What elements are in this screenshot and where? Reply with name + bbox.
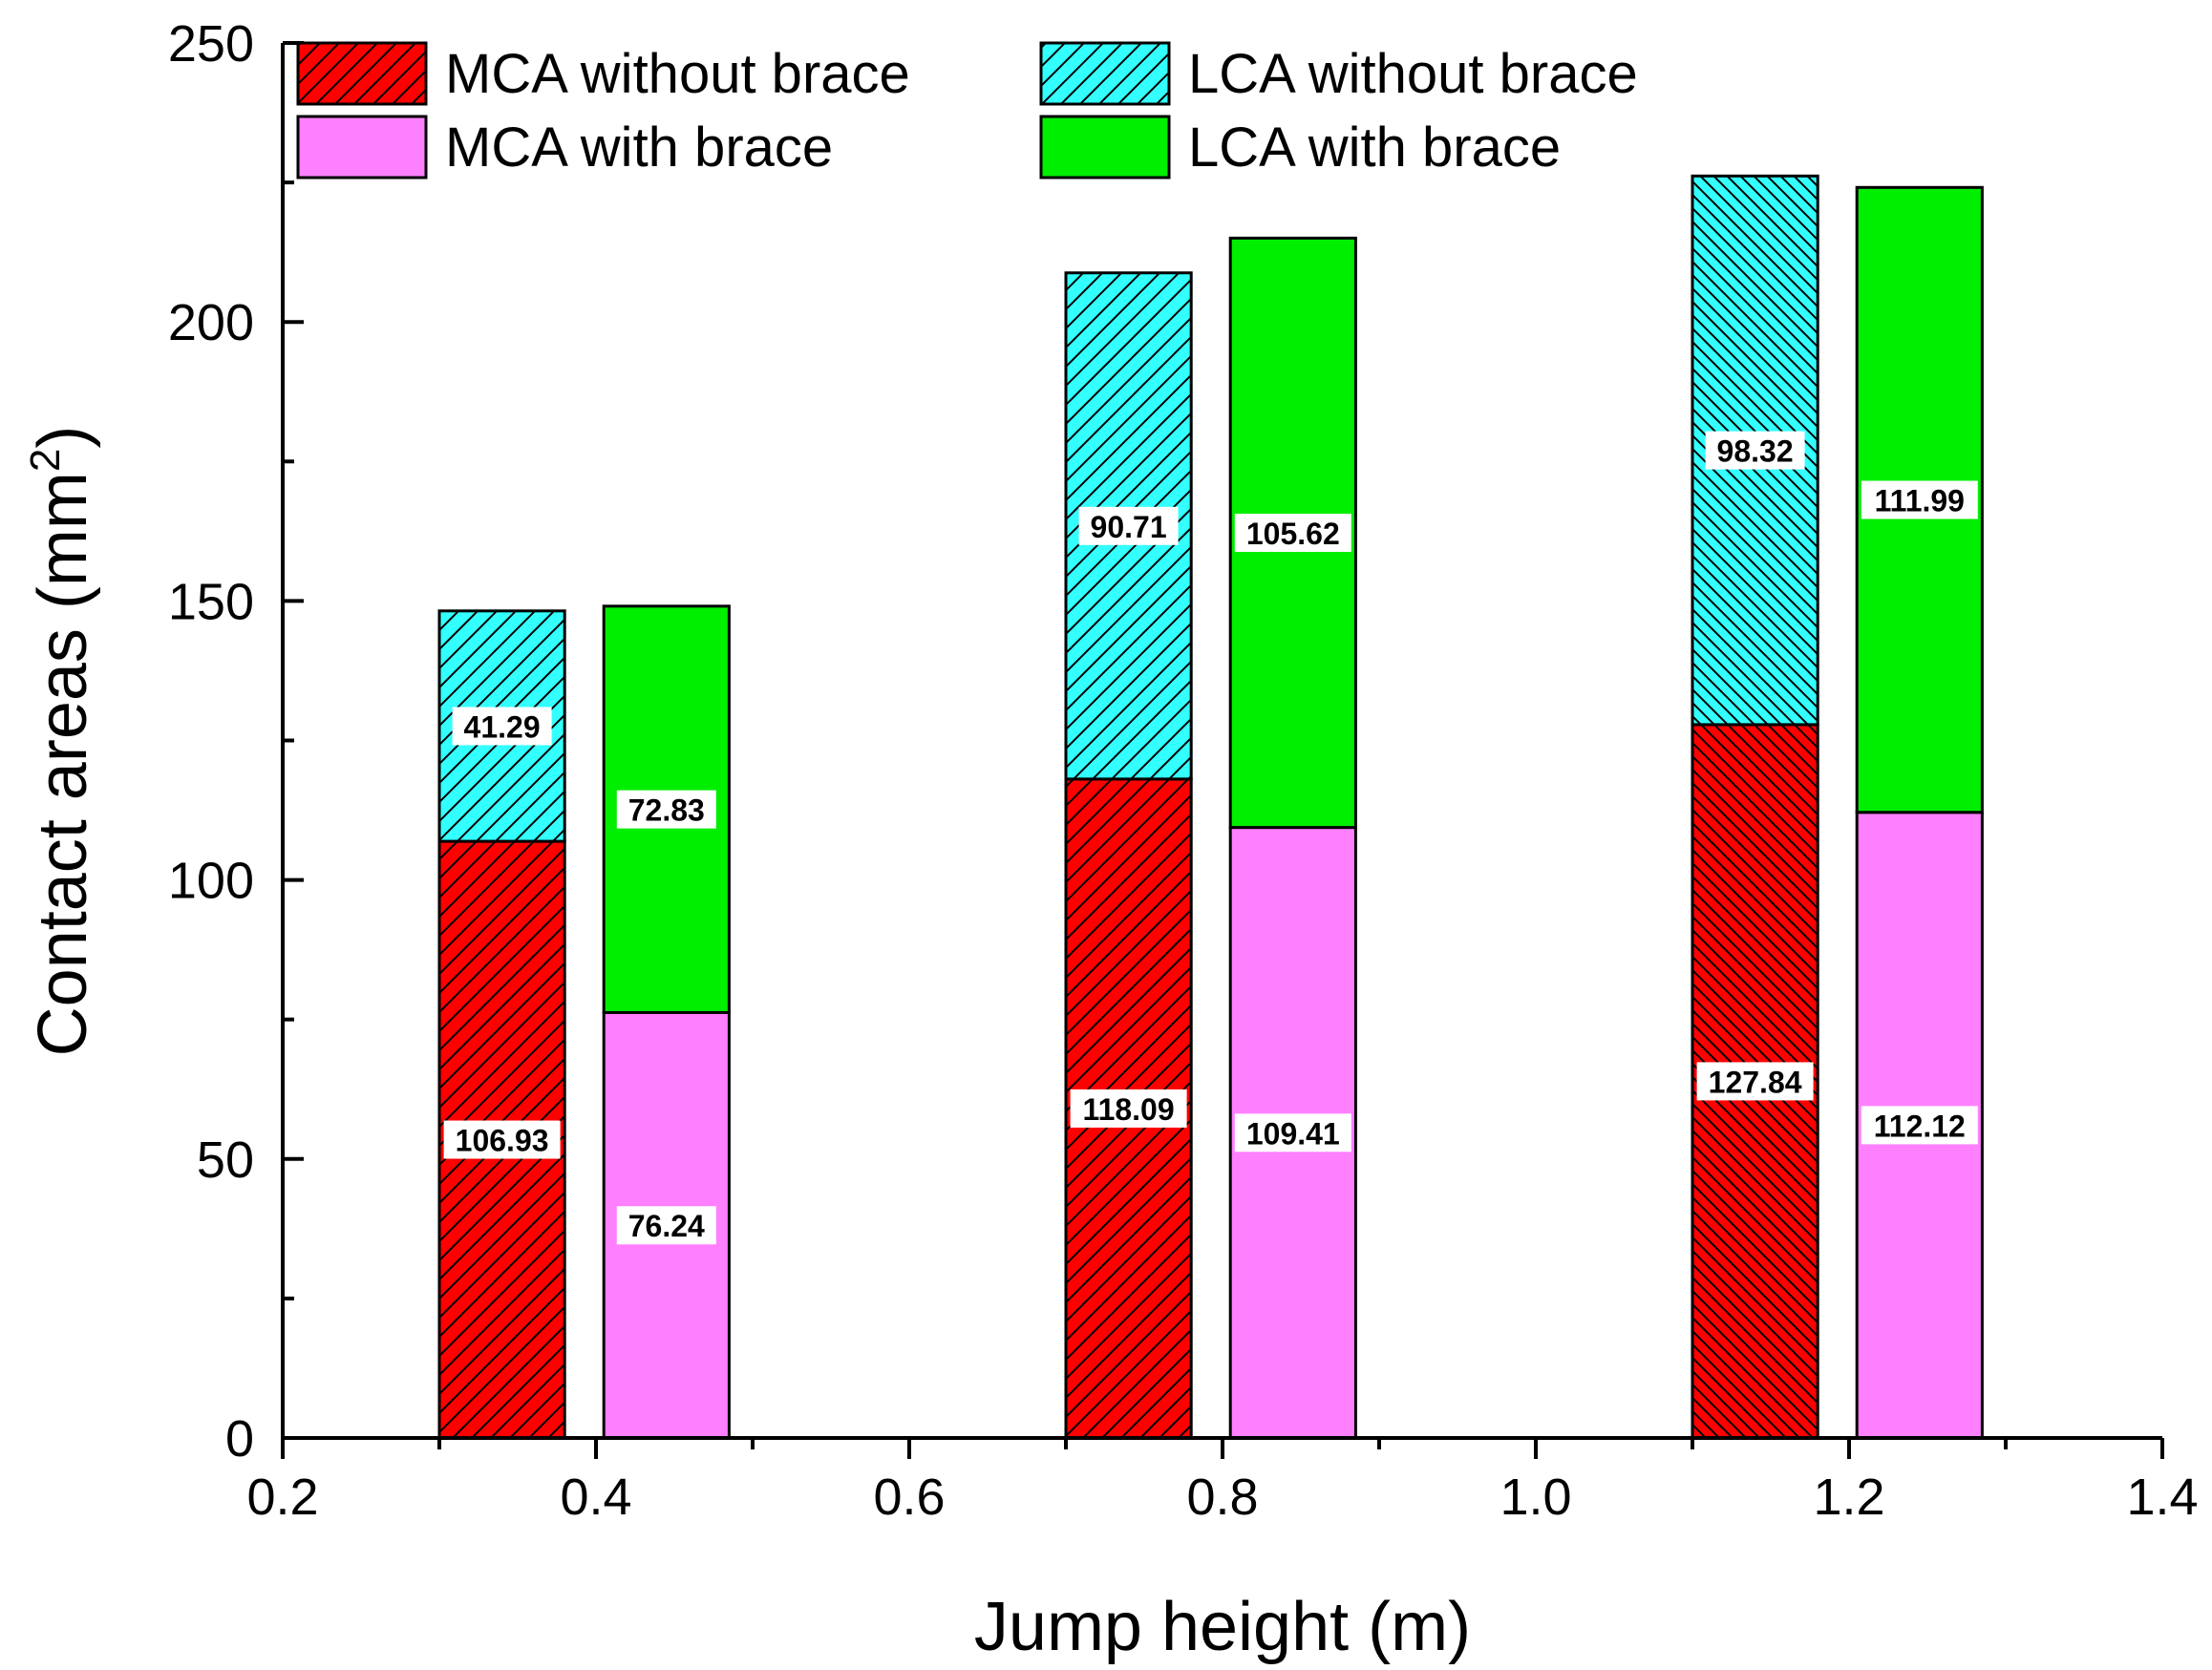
data-label-background — [443, 1120, 561, 1159]
legend-label: MCA without brace — [445, 43, 910, 105]
data-label-mca-with-brace: 112.12 — [1874, 1109, 1966, 1143]
data-label-mca-without-brace: 106.93 — [456, 1124, 549, 1158]
data-label-background — [1861, 1106, 1978, 1145]
x-axis-title: Jump height (m) — [974, 1589, 1471, 1665]
data-label-background — [1696, 1062, 1814, 1101]
data-label-mca-without-brace: 127.84 — [1709, 1065, 1802, 1099]
data-label-lca-without-brace: 41.29 — [464, 709, 541, 744]
x-ticks: 0.2 0.4 0.6 0.8 1.0 1.2 1.4 — [246, 1438, 2199, 1526]
legend-item-lca-without-brace: LCA without brace — [1039, 41, 1638, 106]
x-tick-label: 1.0 — [1499, 1469, 1571, 1526]
legend-swatch — [296, 41, 428, 106]
data-label-background — [452, 707, 552, 746]
y-tick-label: 150 — [168, 573, 254, 630]
data-label-background — [616, 1206, 716, 1245]
legend-item-mca-without-brace: MCA without brace — [296, 41, 910, 106]
data-label-mca-with-brace: 109.41 — [1246, 1116, 1340, 1151]
legend-item-mca-with-brace: MCA with brace — [296, 115, 833, 180]
data-label-lca-without-brace: 98.32 — [1717, 434, 1794, 469]
data-label-lca-without-brace: 90.71 — [1091, 510, 1167, 544]
data-label-background — [1078, 506, 1179, 545]
x-tick-label: 0.6 — [873, 1469, 945, 1526]
data-label-background — [1234, 1113, 1351, 1152]
x-tick-label: 1.2 — [1813, 1469, 1884, 1526]
y-axis-title: Contact areas (mm2) — [22, 426, 101, 1057]
x-tick-label: 0.2 — [246, 1469, 318, 1526]
data-label-background — [1234, 513, 1351, 552]
y-tick-label: 250 — [168, 15, 254, 73]
y-tick-label: 50 — [197, 1131, 254, 1189]
data-label-background — [1861, 480, 1978, 519]
data-label-mca-with-brace: 76.24 — [628, 1209, 705, 1243]
y-tick-label: 100 — [168, 853, 254, 910]
y-tick-label: 200 — [168, 294, 254, 351]
legend-label: MCA with brace — [445, 116, 833, 179]
legend-swatch — [296, 115, 428, 180]
legend: MCA without brace LCA without brace MCA wi… — [296, 41, 1638, 180]
y-axis-title-main: Contact areas (mm — [25, 472, 101, 1056]
axes: 0 50 100 150 200 250 0.2 0.4 0.6 0.8 1.0 1.2 1.4 — [168, 15, 2199, 1526]
legend-label: LCA without brace — [1188, 43, 1638, 105]
y-axis-title-close: ) — [25, 426, 101, 449]
y-tick-label: 0 — [225, 1410, 254, 1468]
data-label-lca-with-brace: 111.99 — [1875, 484, 1965, 518]
data-label-mca-without-brace: 118.09 — [1083, 1092, 1175, 1127]
data-label-background — [1705, 431, 1805, 470]
data-label-lca-with-brace: 105.62 — [1246, 517, 1340, 551]
data-label-background — [616, 790, 716, 829]
legend-item-lca-with-brace: LCA with brace — [1039, 115, 1561, 180]
legend-label: LCA with brace — [1188, 116, 1561, 179]
y-ticks: 0 50 100 150 200 250 — [168, 15, 304, 1468]
x-tick-label: 0.8 — [1186, 1469, 1258, 1526]
legend-swatch — [1039, 41, 1171, 106]
data-labels-layer: 106.93 41.29 76.24 72.83 118.09 90.71 109.41 10… — [443, 431, 1978, 1245]
y-axis-title-superscript: 2 — [22, 449, 69, 472]
legend-swatch — [1039, 115, 1171, 180]
data-label-lca-with-brace: 72.83 — [628, 793, 705, 828]
x-tick-label: 1.4 — [2126, 1469, 2198, 1526]
x-tick-label: 0.4 — [560, 1469, 631, 1526]
data-label-background — [1070, 1089, 1187, 1128]
